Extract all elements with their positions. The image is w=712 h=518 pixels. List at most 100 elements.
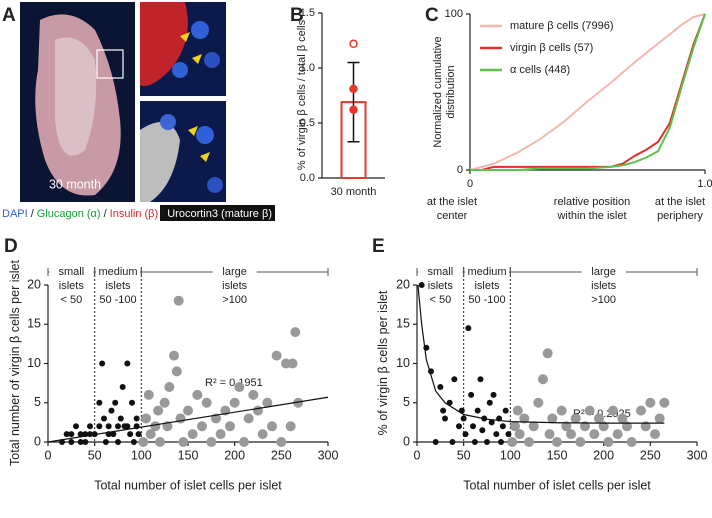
x-tick-label: 100 bbox=[131, 448, 152, 462]
data-point bbox=[556, 405, 567, 416]
series-line bbox=[470, 13, 706, 171]
panel-letter: C bbox=[425, 5, 439, 26]
legend-label: mature β cells (7996) bbox=[510, 20, 614, 32]
region-label-line: 50 -100 bbox=[468, 294, 505, 306]
data-point bbox=[471, 439, 478, 445]
x-tick-label: 30 month bbox=[331, 186, 377, 198]
panel-letter: B bbox=[290, 5, 304, 26]
data-point bbox=[510, 421, 520, 432]
region-label: large islets >100 bbox=[591, 266, 617, 306]
x-tick-label: 250 bbox=[271, 448, 292, 462]
data-point bbox=[512, 405, 523, 416]
panel-letter: D bbox=[4, 236, 18, 257]
separator: / bbox=[104, 208, 108, 220]
data-point bbox=[127, 431, 134, 438]
data-point bbox=[437, 384, 444, 391]
region-label-line: medium bbox=[467, 266, 506, 278]
nucleus bbox=[207, 177, 223, 193]
data-point bbox=[187, 429, 198, 440]
data-point bbox=[524, 437, 534, 447]
data-point bbox=[115, 439, 121, 445]
data-point bbox=[271, 350, 282, 361]
x-annotation-line: at the islet bbox=[655, 196, 705, 208]
data-point bbox=[544, 429, 555, 440]
data-point bbox=[73, 423, 79, 430]
data-point bbox=[117, 415, 124, 422]
data-point bbox=[636, 405, 646, 416]
data-point bbox=[488, 419, 495, 426]
y-axis-label-line: Total number of virgin β cells per islet bbox=[8, 260, 22, 466]
data-point bbox=[229, 397, 240, 408]
data-point bbox=[164, 382, 175, 393]
fit-line bbox=[47, 396, 329, 443]
x-tick-label: 0 bbox=[45, 448, 52, 462]
x-tick-label: 100 bbox=[500, 448, 521, 462]
stain-legend: DAPI / Glucagon (α) / Insulin (β) / Urocortin3… bbox=[2, 208, 272, 220]
x-axis-label: Total number of islet cells per islet bbox=[463, 478, 651, 492]
region-label: medium islets 50 -100 bbox=[98, 266, 137, 306]
label-bg bbox=[212, 265, 257, 279]
data-point bbox=[133, 415, 140, 422]
y-tick-label: 100 bbox=[445, 8, 463, 20]
data-point bbox=[608, 405, 618, 416]
y-tick-label: 10 bbox=[27, 356, 41, 370]
data-point bbox=[77, 431, 84, 438]
x-tick-label: 250 bbox=[640, 448, 661, 462]
region-label-line: islets bbox=[59, 280, 85, 292]
data-point bbox=[234, 382, 245, 393]
data-point bbox=[528, 421, 539, 432]
data-point bbox=[622, 421, 632, 432]
data-point bbox=[349, 84, 358, 94]
data-point bbox=[141, 413, 151, 424]
data-point bbox=[173, 295, 184, 306]
data-point bbox=[112, 399, 119, 406]
x-tick-label: 50 bbox=[88, 448, 102, 462]
arrowhead bbox=[192, 54, 202, 64]
label-bg bbox=[96, 265, 140, 279]
data-point bbox=[538, 374, 548, 385]
region-label-line: medium bbox=[98, 266, 137, 278]
data-point bbox=[108, 407, 115, 414]
data-point bbox=[474, 407, 481, 414]
data-point bbox=[159, 397, 170, 408]
separator: / bbox=[31, 208, 35, 220]
data-point bbox=[101, 415, 107, 422]
region-label-line: small bbox=[427, 266, 453, 278]
x-tick-label: 0 bbox=[414, 448, 421, 462]
y-tick-label: 20 bbox=[396, 277, 410, 291]
data-point bbox=[580, 421, 590, 432]
data-point bbox=[442, 415, 448, 422]
region-label: small islets < 50 bbox=[427, 266, 453, 306]
data-point bbox=[119, 384, 126, 391]
region-label-line: < 50 bbox=[429, 294, 451, 306]
y-tick-label: 1.5 bbox=[300, 7, 315, 19]
data-point bbox=[82, 439, 89, 445]
data-point bbox=[105, 423, 112, 430]
data-point bbox=[440, 407, 447, 414]
data-point bbox=[243, 413, 254, 424]
separator: / bbox=[161, 208, 165, 220]
data-point bbox=[63, 431, 70, 438]
region-label-line: islets bbox=[222, 280, 248, 292]
y-tick-label: 5 bbox=[403, 395, 410, 409]
data-point bbox=[225, 421, 235, 432]
data-point bbox=[130, 439, 137, 445]
region-label-line: large bbox=[222, 266, 246, 278]
islet-core bbox=[55, 37, 97, 156]
y-tick-label: 5 bbox=[34, 395, 41, 409]
region-label-line: islets bbox=[591, 280, 617, 292]
data-point bbox=[477, 376, 484, 383]
stain-name: Urocortin3 (mature β) bbox=[167, 208, 272, 220]
data-point bbox=[192, 389, 203, 400]
data-point bbox=[561, 421, 572, 432]
arrowhead bbox=[180, 32, 190, 42]
data-point bbox=[626, 437, 637, 447]
data-point bbox=[499, 423, 506, 430]
data-point bbox=[77, 439, 84, 445]
data-point bbox=[617, 413, 628, 424]
data-point bbox=[124, 360, 131, 367]
data-point bbox=[197, 421, 207, 432]
data-point bbox=[514, 429, 525, 440]
